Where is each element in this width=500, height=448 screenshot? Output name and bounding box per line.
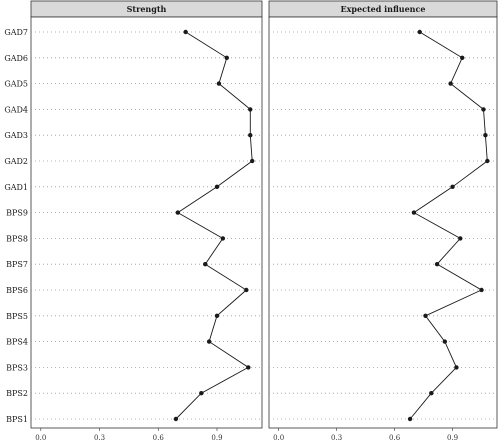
x-tick-label: 0.9 [447, 434, 458, 442]
data-point-bps2 [429, 391, 434, 396]
x-tick-label: 0.3 [331, 434, 342, 442]
data-point-gad1 [214, 184, 220, 189]
data-point-gad5 [216, 81, 222, 86]
data-point-bps8 [458, 236, 463, 241]
data-point-bps4 [206, 339, 212, 344]
y-tick-label: BPS1 [6, 415, 28, 424]
y-tick-label: GAD1 [4, 183, 28, 192]
y-tick-label: GAD3 [4, 131, 28, 140]
x-tick-label: 0.0 [35, 434, 46, 442]
data-point-bps5 [423, 313, 428, 318]
x-tick-label: 0.6 [389, 434, 401, 442]
data-point-bps8 [220, 236, 226, 241]
data-point-gad7 [417, 29, 422, 35]
data-point-bps9 [175, 210, 181, 215]
y-tick-label: BPS8 [6, 234, 28, 243]
y-tick-label: BPS9 [6, 209, 28, 218]
data-point-bps6 [244, 287, 249, 293]
data-point-gad1 [450, 184, 455, 189]
data-point-gad2 [485, 158, 490, 164]
y-tick-label: GAD7 [4, 28, 28, 37]
data-point-bps6 [479, 287, 484, 293]
x-tick-label: 0.9 [211, 434, 222, 442]
y-tick-label: BPS4 [6, 338, 28, 347]
x-tick-label: 0.6 [153, 434, 165, 442]
data-point-bps1 [407, 416, 413, 422]
series-line [175, 31, 253, 420]
y-tick-label: GAD2 [4, 157, 28, 166]
y-tick-label: GAD6 [4, 54, 28, 63]
y-tick-label: GAD4 [4, 105, 28, 114]
data-point-bps2 [199, 391, 204, 396]
plot-area [30, 16, 263, 429]
data-point-bps3 [246, 365, 251, 370]
data-point-gad3 [248, 133, 253, 138]
data-point-bps5 [214, 313, 220, 318]
data-point-bps7 [203, 262, 208, 267]
data-point-gad4 [481, 107, 486, 112]
data-point-gad5 [448, 81, 453, 86]
x-tick-label: 0.3 [94, 434, 105, 442]
data-point-bps7 [434, 262, 440, 267]
data-point-gad7 [183, 29, 188, 35]
plot-area [268, 16, 498, 429]
panel-0: Strength GAD7 GAD6 GAD5 GAD4 GAD3 GAD2 GAD1 BPS9… [4, 0, 263, 442]
y-tick-label: BPS3 [6, 363, 28, 372]
panel-title: Strength [127, 4, 167, 14]
data-point-bps1 [173, 416, 179, 422]
data-point-gad3 [483, 133, 488, 138]
y-tick-label: BPS7 [6, 260, 28, 269]
y-tick-label: GAD5 [4, 80, 28, 89]
y-tick-label: BPS5 [6, 312, 28, 321]
data-point-bps9 [411, 210, 417, 215]
x-tick-label: 0.0 [273, 434, 284, 442]
panel-title: Expected influence [341, 4, 426, 14]
data-point-gad2 [250, 158, 255, 164]
series-line [409, 31, 488, 420]
y-tick-label: BPS2 [6, 389, 28, 398]
y-tick-label: BPS6 [6, 286, 28, 295]
data-point-bps3 [454, 365, 459, 370]
data-point-gad6 [224, 55, 229, 60]
data-point-bps4 [442, 339, 448, 344]
panel-1: Expected influence 0.0 0.3 0.6 0.9 [268, 0, 498, 442]
data-point-gad6 [460, 55, 465, 60]
data-point-gad4 [248, 107, 253, 112]
